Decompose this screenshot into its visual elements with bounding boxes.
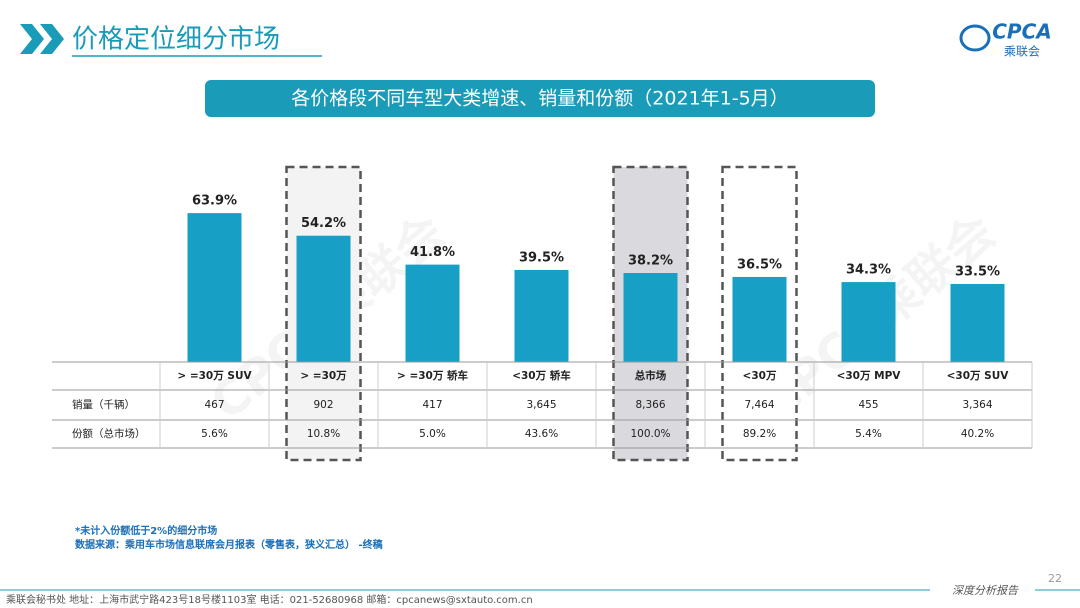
page-title: 价格定位细分市场 — [72, 25, 280, 55]
x-tick-label: > =30万 SUV — [177, 370, 252, 382]
value-label: 36.5% — [737, 257, 782, 272]
table-cell: 417 — [422, 399, 442, 411]
logo-text: CPCA — [992, 20, 1052, 44]
table-cell: 455 — [858, 399, 878, 411]
chart-title: 各价格段不同车型大类增速、销量和份额（2021年1-5月） — [291, 88, 788, 110]
value-label: 33.5% — [955, 264, 1000, 279]
x-tick-label: > =30万 轿车 — [397, 369, 469, 382]
table-cell: 7,464 — [744, 399, 774, 411]
footer-text: 乘联会秘书处 地址：上海市武宁路423号18号楼1103室 电话：021-526… — [6, 593, 533, 606]
footer-tag: 深度分析报告 — [952, 584, 1019, 597]
table-cell: 10.8% — [307, 428, 340, 440]
x-tick-label: <30万 MPV — [837, 370, 902, 382]
value-label: 54.2% — [301, 216, 346, 231]
note: *未计入份额低于2%的细分市场 — [75, 524, 217, 537]
chart: 63.9% 54.2% 41.8% 39.5% 38.2% 36.5% 34.3% 33.5%… — [52, 194, 1033, 449]
value-label: 34.3% — [846, 263, 891, 278]
row-header: 份额（总市场） — [72, 427, 146, 440]
table-cell: 467 — [204, 399, 224, 411]
table-cell: 902 — [313, 399, 333, 411]
value-label: 38.2% — [628, 253, 673, 268]
table-cell: 8,366 — [635, 399, 665, 411]
x-tick-label: 总市场 — [635, 369, 667, 382]
x-tick-label: <30万 — [743, 370, 777, 382]
bar — [732, 276, 787, 362]
table-cell: 5.0% — [419, 428, 446, 440]
value-label: 41.8% — [410, 245, 455, 260]
x-tick-label: <30万 SUV — [947, 370, 1010, 382]
table-cell: 43.6% — [525, 428, 558, 440]
x-tick-label: > =30万 — [300, 370, 347, 382]
chart-title-banner — [205, 80, 875, 117]
value-label: 39.5% — [519, 250, 564, 265]
table-cell: 3,645 — [526, 399, 556, 411]
note: 数据来源：乘用车市场信息联席会月报表（零售表，狭义汇总） -终稿 — [75, 538, 383, 551]
value-label: 63.9% — [192, 194, 237, 209]
table-cell: 100.0% — [630, 428, 670, 440]
bar — [187, 213, 242, 362]
bar — [296, 235, 351, 362]
bar — [841, 282, 896, 362]
table-cell: 5.4% — [855, 428, 882, 440]
x-tick-label: <30万 轿车 — [512, 369, 571, 382]
bar — [623, 272, 678, 362]
table-cell: 89.2% — [743, 428, 776, 440]
table-cell: 3,364 — [962, 399, 992, 411]
bar — [950, 283, 1005, 362]
page-number: 22 — [1048, 572, 1062, 585]
header-chevrons — [20, 24, 64, 54]
bar — [514, 269, 569, 362]
logo-mark — [959, 24, 991, 52]
table-cell: 5.6% — [201, 428, 228, 440]
table-cell: 40.2% — [961, 428, 994, 440]
logo-subtext: 乘联会 — [1004, 45, 1040, 59]
bar — [405, 264, 460, 362]
row-header: 销量（千辆） — [72, 398, 135, 411]
